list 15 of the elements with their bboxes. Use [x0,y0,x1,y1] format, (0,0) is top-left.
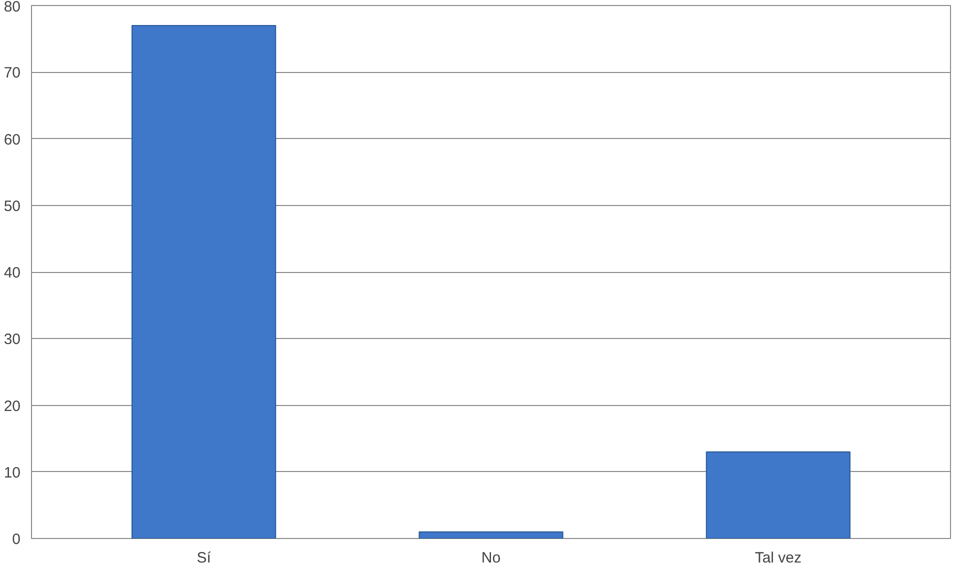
y-tick-label: 20 [4,398,21,415]
x-tick-label: Sí [196,550,212,566]
bar [132,24,276,538]
x-tick-label: Tal vez [754,550,802,566]
y-tick-label: 80 [4,0,21,16]
y-tick-label: 60 [4,131,21,148]
y-tick-label: 50 [4,198,21,215]
bar [418,531,564,538]
y-tick-label: 0 [12,531,20,548]
y-tick-label: 30 [4,331,21,348]
y-tick-label: 40 [4,264,21,282]
y-tick-label: 70 [4,64,21,82]
y-tick-label: 10 [4,464,21,482]
bar [706,451,850,538]
x-tick-label: No [481,550,501,566]
